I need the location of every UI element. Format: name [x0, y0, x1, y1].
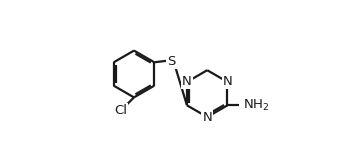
Text: Cl: Cl	[114, 104, 127, 117]
Text: N: N	[223, 75, 232, 88]
Text: N: N	[182, 75, 192, 88]
Text: NH$_2$: NH$_2$	[243, 98, 269, 113]
Text: S: S	[167, 55, 176, 68]
Text: N: N	[202, 111, 212, 124]
